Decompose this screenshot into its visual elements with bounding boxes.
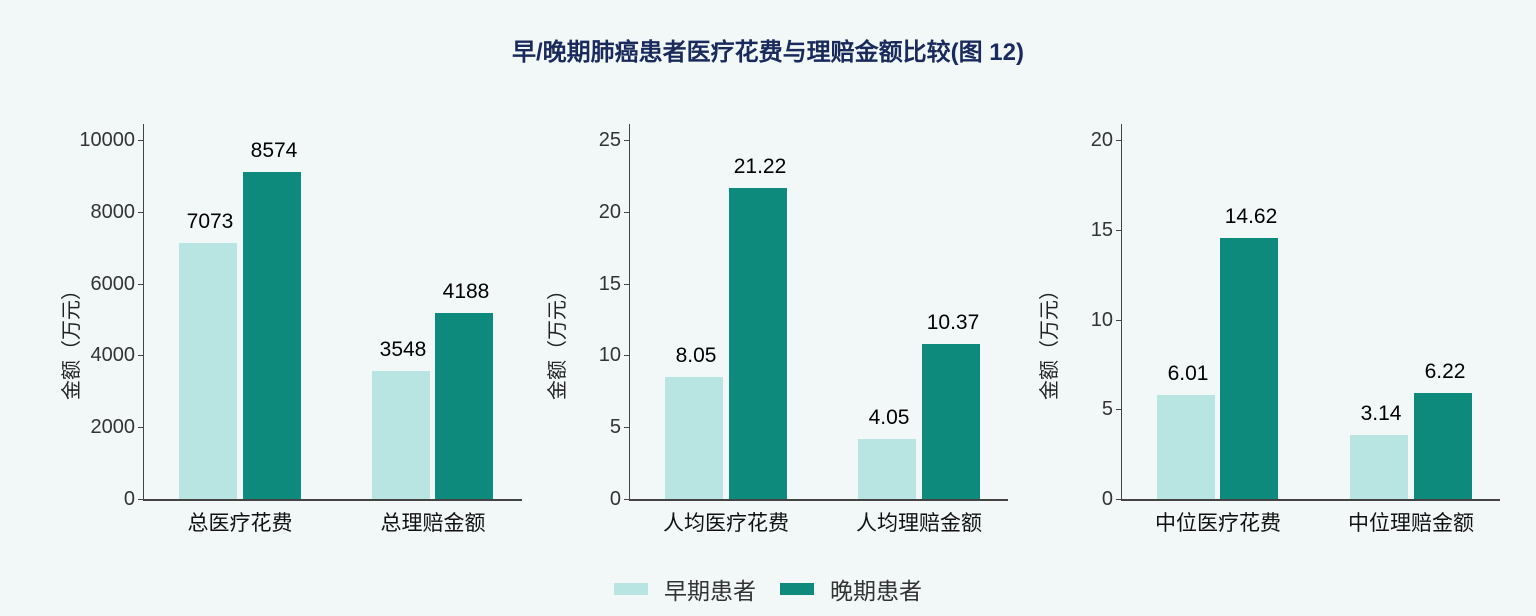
y-tick (624, 427, 629, 428)
y-tick-label: 5 (1101, 398, 1113, 420)
y-tick-label: 20 (1090, 129, 1113, 151)
x-axis-line (629, 499, 1008, 501)
bar-value-label: 8.05 (675, 344, 717, 367)
bar-late (922, 344, 980, 499)
x-category-label: 总医疗花费 (187, 512, 293, 535)
y-tick (1116, 140, 1121, 141)
y-tick (138, 212, 143, 213)
bar-value-label: 4.05 (868, 406, 910, 429)
y-tick-label: 2000 (90, 416, 136, 438)
y-tick (1116, 499, 1121, 500)
bar-value-label: 6.01 (1167, 362, 1209, 385)
legend-label-early: 早期患者 (664, 578, 756, 604)
y-tick-label: 20 (598, 201, 621, 223)
bar-value-label: 10.37 (926, 311, 980, 334)
bar-early (665, 377, 723, 499)
y-axis-line (629, 124, 630, 500)
x-axis-line (1121, 499, 1500, 501)
y-tick (1116, 409, 1121, 410)
bar-early (179, 243, 237, 499)
y-tick-label: 10 (598, 344, 621, 366)
y-tick-label: 4000 (90, 344, 136, 366)
bar-value-label: 7073 (186, 210, 234, 233)
legend: 早期患者 晚期患者 (0, 572, 1536, 606)
y-axis-label: 金额（万元） (1039, 280, 1061, 400)
bar-late (1414, 393, 1472, 499)
y-tick (138, 355, 143, 356)
legend-swatch-early (614, 583, 648, 595)
y-tick-label: 0 (1101, 488, 1113, 510)
x-category-label: 中位医疗花费 (1155, 512, 1281, 535)
y-axis-label: 金额（万元） (61, 280, 83, 400)
y-tick (138, 140, 143, 141)
bar-value-label: 6.22 (1424, 360, 1466, 383)
y-tick-label: 5 (609, 416, 621, 438)
bar-early (858, 439, 916, 499)
bar-value-label: 3548 (379, 338, 427, 361)
y-axis-line (1121, 124, 1122, 500)
x-category-label: 人均理赔金额 (856, 512, 982, 535)
y-tick (138, 499, 143, 500)
y-tick-label: 15 (1090, 219, 1113, 241)
y-tick (138, 427, 143, 428)
y-tick-label: 0 (123, 488, 135, 510)
legend-swatch-late (780, 583, 814, 595)
y-tick (624, 499, 629, 500)
y-tick (138, 284, 143, 285)
x-category-label: 人均医疗花费 (663, 512, 789, 535)
bar-value-label: 21.22 (733, 155, 787, 178)
y-tick-label: 6000 (90, 273, 136, 295)
y-tick (624, 284, 629, 285)
bar-early (1157, 395, 1215, 499)
y-tick-label: 0 (609, 488, 621, 510)
bar-value-label: 8574 (250, 139, 298, 162)
y-tick (1116, 230, 1121, 231)
legend-label-late: 晚期患者 (830, 578, 922, 604)
bar-early (1350, 435, 1408, 499)
bar-late (1220, 238, 1278, 499)
bar-late (243, 172, 301, 499)
bar-late (729, 188, 787, 499)
bar-value-label: 4188 (442, 280, 490, 303)
y-tick (1116, 320, 1121, 321)
bar-early (372, 371, 430, 499)
y-axis-line (143, 124, 144, 500)
chart-title: 早/晚期肺癌患者医疗花费与理赔金额比较(图 12) (511, 39, 1024, 66)
y-tick-label: 10000 (79, 129, 135, 151)
y-tick-label: 10 (1090, 309, 1113, 331)
legend-item-early: 早期患者 (614, 572, 756, 606)
y-tick-label: 25 (598, 129, 621, 151)
y-tick-label: 15 (598, 273, 621, 295)
y-tick (624, 355, 629, 356)
x-category-label: 中位理赔金额 (1348, 512, 1474, 535)
y-axis-label: 金额（万元） (547, 280, 569, 400)
legend-item-late: 晚期患者 (780, 572, 922, 606)
x-axis-line (143, 499, 522, 501)
bar-late (435, 313, 493, 499)
x-category-label: 总理赔金额 (380, 512, 486, 535)
y-tick-label: 8000 (90, 201, 136, 223)
bar-value-label: 14.62 (1224, 205, 1278, 228)
y-tick (624, 140, 629, 141)
y-tick (624, 212, 629, 213)
bar-value-label: 3.14 (1360, 402, 1402, 425)
